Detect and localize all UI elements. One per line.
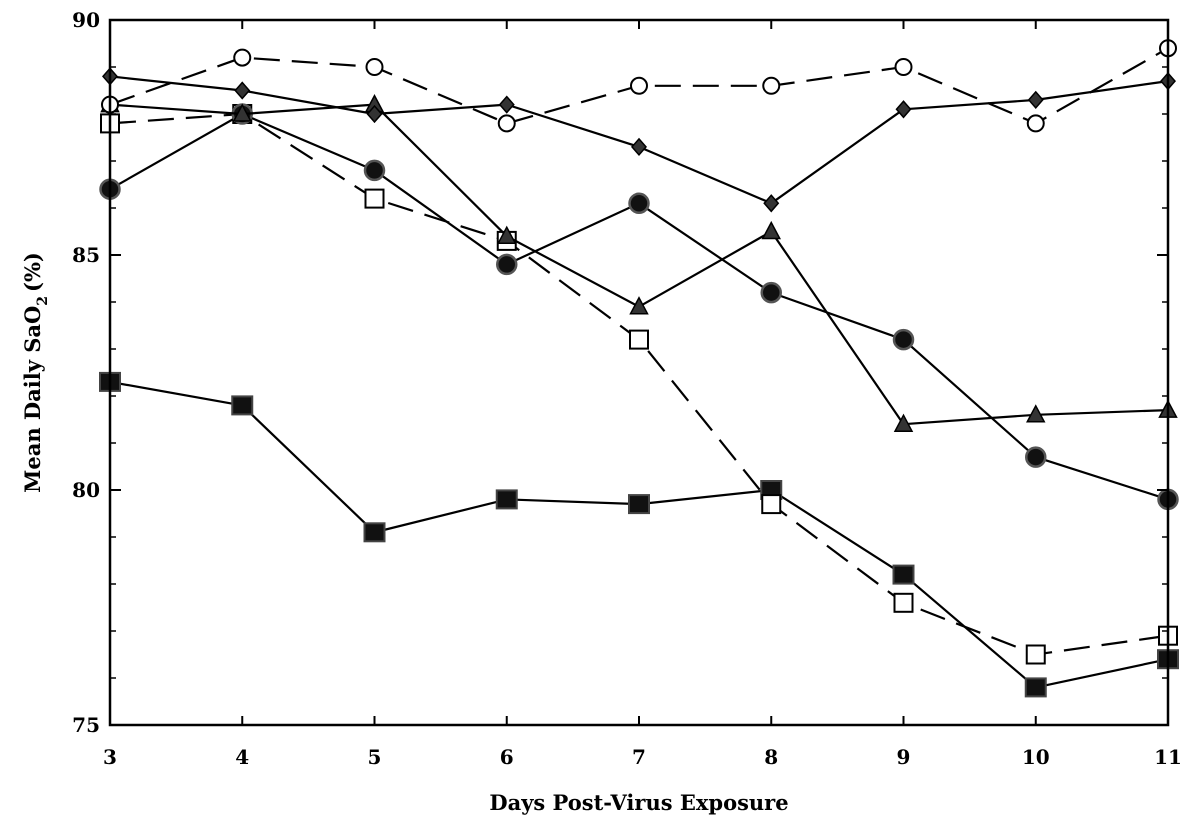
- data-point: [629, 329, 649, 350]
- data-point: [628, 192, 650, 215]
- data-point: [628, 494, 650, 515]
- x-axis-title: Days Post-Virus Exposure: [489, 790, 788, 815]
- x-tick-label: 11: [1154, 745, 1182, 769]
- series-line: [109, 380, 1169, 689]
- data-point: [1025, 446, 1047, 468]
- data-point: [631, 137, 647, 157]
- data-point: [762, 76, 781, 95]
- x-tick-label: 4: [235, 745, 249, 769]
- data-point: [629, 296, 649, 315]
- data-point: [232, 103, 252, 122]
- data-point: [497, 225, 517, 244]
- y-tick-label: 80: [72, 478, 100, 502]
- data-point: [895, 100, 912, 119]
- data-point: [233, 48, 252, 67]
- y-axis-title-unit: (%): [20, 252, 45, 292]
- y-tick-label: 90: [72, 8, 100, 32]
- x-tick-label: 6: [500, 745, 514, 769]
- data-point: [1027, 90, 1044, 110]
- y-tick-label: 85: [72, 243, 100, 267]
- x-tick-label: 7: [632, 745, 646, 769]
- series-filled-square: [99, 371, 1179, 698]
- data-point: [365, 58, 384, 76]
- x-tick-label: 10: [1022, 745, 1050, 769]
- series-filled-diamond: [102, 67, 1176, 213]
- y-axis-title: Mean Daily SaO2 (%): [20, 252, 51, 493]
- data-point: [495, 489, 518, 510]
- y-axis-title-subscript: 2: [35, 296, 51, 306]
- data-point: [1026, 114, 1045, 133]
- data-point: [1026, 404, 1046, 423]
- data-point: [761, 220, 781, 240]
- ticks-layer: 3 4 5 6 7 8 9 10 11 75 80 85 90: [72, 8, 1182, 769]
- series-open-square: [100, 104, 1178, 665]
- data-point: [760, 281, 782, 304]
- data-point: [892, 564, 915, 585]
- x-tick-label: 5: [368, 745, 382, 769]
- data-point: [234, 81, 251, 100]
- series-layer: [99, 39, 1179, 698]
- data-point: [231, 395, 254, 416]
- data-point: [892, 328, 915, 351]
- data-point: [363, 159, 386, 182]
- y-tick-label: 75: [72, 713, 100, 737]
- data-point: [364, 188, 385, 209]
- series-open-circle: [101, 39, 1177, 133]
- data-point: [893, 413, 914, 432]
- x-tick-label: 8: [764, 745, 778, 769]
- axis-titles: Days Post-Virus Exposure Mean Daily SaO2 (…: [20, 252, 789, 815]
- data-point: [366, 104, 383, 124]
- data-point: [894, 58, 913, 76]
- data-point: [498, 95, 515, 114]
- data-point: [496, 253, 518, 276]
- data-point: [1024, 677, 1047, 698]
- data-point: [497, 114, 516, 133]
- x-tick-label: 3: [103, 745, 117, 769]
- x-tick-label: 9: [897, 745, 911, 769]
- data-point: [1025, 644, 1046, 665]
- y-axis-title-main: Mean Daily SaO: [20, 306, 45, 493]
- data-point: [363, 522, 386, 543]
- data-point: [763, 194, 780, 213]
- data-point: [893, 592, 914, 613]
- data-point: [630, 76, 648, 95]
- data-point: [761, 494, 782, 515]
